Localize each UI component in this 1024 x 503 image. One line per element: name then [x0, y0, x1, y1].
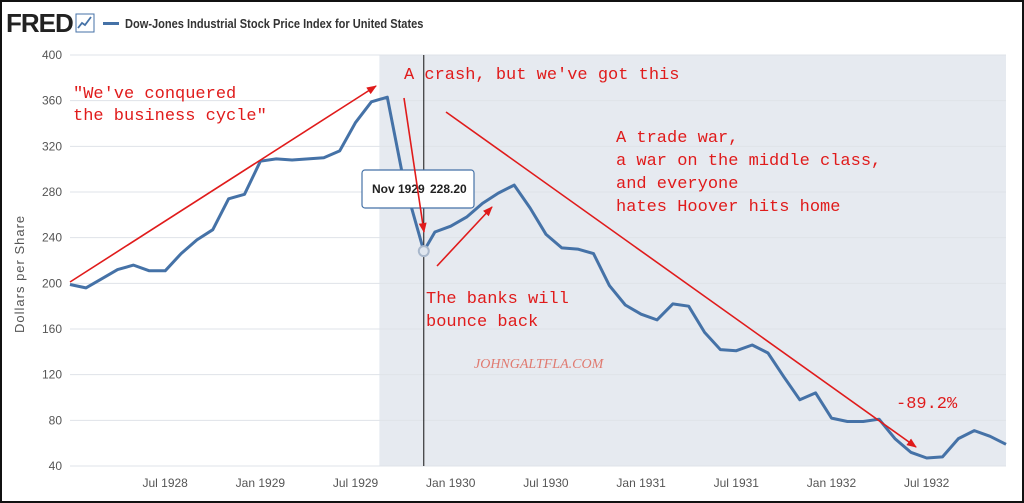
x-tick-label: Jul 1929 [333, 476, 379, 490]
trend-line-icon [75, 13, 95, 33]
x-tick-label: Jan 1932 [807, 476, 857, 490]
y-tick-label: 360 [42, 94, 62, 108]
annotation-conquered: "We've conquered the business cycle" [73, 85, 267, 126]
tooltip-value: 228.20 [430, 182, 467, 196]
series-legend-label: Dow-Jones Industrial Stock Price Index f… [124, 15, 424, 31]
series-line[interactable] [69, 95, 1007, 460]
x-tick-label: Jul 1931 [714, 476, 760, 490]
y-tick-label: 40 [49, 459, 63, 473]
x-tick-label: Jan 1931 [616, 476, 666, 490]
recession-shading [379, 55, 1006, 466]
legend-swatch [102, 21, 119, 25]
x-tick-label: Jan 1930 [426, 476, 476, 490]
y-tick-label: 200 [42, 276, 62, 290]
arrow-decline [445, 111, 917, 448]
y-tick-label: 160 [42, 322, 62, 336]
x-tick-label: Jul 1928 [142, 476, 188, 490]
fred-logo[interactable]: FRED [6, 7, 74, 38]
y-tick-label: 80 [49, 413, 63, 427]
x-tick-label: Jul 1932 [904, 476, 950, 490]
annotation-crash: A crash, but we've got this [404, 66, 679, 85]
x-tick-label: Jan 1929 [236, 476, 286, 490]
y-tick-label: 280 [42, 185, 62, 199]
hover-marker[interactable] [417, 245, 430, 258]
annotation-pct-drop: -89.2% [896, 395, 958, 414]
arrow-bounce [436, 206, 493, 267]
y-tick-label: 240 [42, 231, 62, 245]
y-tick-label: 400 [42, 48, 62, 62]
arrow-crash [403, 97, 427, 233]
annotation-arrows [69, 85, 917, 448]
watermark: JOHNGALTFLA.COM [474, 357, 605, 372]
chart-header: FRED Dow-Jones Industrial Stock Price In… [6, 6, 476, 40]
annotation-trade-war: A trade war, a war on the middle class, … [616, 129, 891, 217]
y-tick-label: 320 [42, 139, 62, 153]
tooltip-date: Nov 1929 [372, 182, 425, 196]
x-axis-ticks: Jul 1928 Jan 1929 Jul 1929 Jan 1930 Jul 1930… [142, 476, 949, 490]
y-axis-label: Dollars per Share [12, 215, 27, 333]
annotation-banks: The banks will bounce back [426, 290, 579, 332]
arrow-bull-run [69, 85, 377, 283]
y-tick-label: 120 [42, 368, 62, 382]
x-tick-label: Jul 1930 [523, 476, 569, 490]
y-axis-ticks: 40 80 120 160 200 240 280 320 360 400 [42, 48, 62, 473]
